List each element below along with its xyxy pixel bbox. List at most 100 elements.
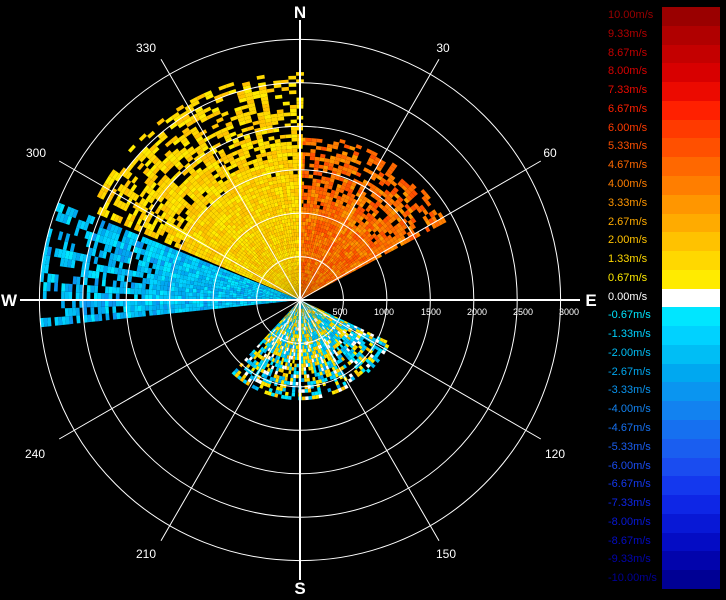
echo-cell-4736	[280, 379, 285, 385]
echo-cell-1035	[407, 213, 414, 220]
echo-cell-819	[332, 260, 337, 265]
echo-cell-831	[362, 228, 368, 234]
echo-cell-2084	[204, 160, 212, 168]
echo-cell-1019	[356, 254, 361, 259]
echo-cell-2748	[287, 222, 291, 227]
echo-cell-2716	[264, 118, 272, 123]
echo-cell-2367	[286, 267, 289, 272]
echo-cell-3987	[372, 355, 378, 361]
echo-cell-2918	[291, 130, 298, 135]
echo-cell-1637	[233, 243, 239, 249]
echo-cell-909	[372, 227, 378, 233]
echo-cell-4834	[264, 390, 269, 395]
echo-cell-3064	[221, 302, 226, 306]
echo-cell-3337	[72, 276, 77, 285]
echo-cell-4818	[290, 322, 293, 326]
echo-cell-4276	[316, 334, 319, 338]
echo-cell-2537	[270, 203, 275, 208]
echo-cell-4479	[315, 394, 320, 399]
echo-cell-2696	[280, 197, 285, 202]
echo-cell-1786	[278, 277, 282, 281]
echo-cell-3464	[276, 295, 281, 297]
echo-cell-2844	[294, 232, 297, 237]
echo-cell-466	[305, 285, 308, 289]
echo-cell-3928	[331, 320, 336, 324]
echo-cell-3423	[197, 282, 202, 286]
echo-cell-3799	[150, 240, 157, 247]
echo-cell-4772	[289, 329, 292, 334]
echo-cell-2271	[274, 248, 278, 253]
echo-cell-4368	[306, 322, 309, 327]
echo-cell-677	[349, 222, 355, 228]
echo-cell-1080	[313, 288, 317, 292]
echo-cell-3638	[277, 292, 281, 295]
echo-cell-419	[345, 171, 352, 177]
echo-cell-1964	[234, 217, 240, 223]
echo-cell-3076	[177, 304, 182, 309]
echo-cell-293	[323, 202, 328, 208]
echo-cell-765	[390, 180, 398, 187]
echo-cell-2301	[214, 129, 223, 136]
echo-cell-1843	[264, 260, 268, 264]
echo-cell-196	[304, 273, 306, 277]
echo-cell-4844	[285, 331, 288, 336]
echo-cell-2686	[287, 233, 290, 238]
echo-cell-3461	[287, 297, 292, 299]
echo-cell-3614	[160, 260, 165, 266]
echo-cell-4457	[300, 305, 302, 309]
echo-cell-1556	[149, 189, 156, 197]
echo-cell-3499	[147, 267, 152, 274]
echo-cell-3721	[201, 264, 206, 269]
echo-cell-756	[359, 221, 365, 226]
echo-cell-1918	[212, 196, 219, 203]
echo-cell-4887	[289, 317, 292, 322]
echo-cell-623	[314, 273, 318, 278]
echo-cell-3356	[243, 292, 248, 295]
echo-cell-508	[313, 268, 317, 273]
echo-cell-2506	[236, 113, 244, 119]
echo-cell-4191	[336, 355, 341, 360]
echo-cell-4888	[287, 321, 290, 325]
echo-cell-1164	[333, 279, 337, 283]
echo-cell-4881	[259, 384, 264, 389]
echo-cell-3529	[259, 289, 263, 293]
echo-cell-1244	[103, 209, 110, 219]
echo-cell-1888	[284, 281, 288, 285]
echo-cell-1489	[200, 232, 206, 238]
echo-cell-2663	[259, 122, 267, 128]
echo-cell-2273	[271, 242, 275, 247]
echo-cell-1242	[113, 214, 120, 223]
echo-cell-523	[337, 219, 342, 225]
echo-cell-4335	[326, 368, 331, 374]
echo-cell-4011	[370, 358, 376, 364]
echo-cell-4088	[310, 311, 314, 316]
echo-cell-3847	[314, 307, 318, 310]
echo-cell-4742	[296, 308, 298, 313]
echo-cell-3205	[145, 294, 149, 300]
echo-cell-2436	[265, 208, 270, 214]
echo-cell-89	[303, 240, 307, 244]
echo-cell-473	[315, 261, 319, 266]
echo-cell-298	[328, 181, 334, 187]
echo-cell-599	[341, 225, 346, 231]
echo-cell-2518	[291, 270, 293, 274]
echo-cell-1947	[273, 266, 277, 271]
echo-cell-4793	[292, 318, 295, 323]
echo-cell-4671	[297, 312, 299, 317]
echo-cell-4920	[270, 349, 275, 354]
echo-cell-722	[367, 204, 373, 210]
echo-cell-4084	[301, 301, 304, 305]
echo-cell-3628	[93, 241, 99, 250]
echo-cell-2856	[290, 189, 295, 193]
echo-cell-338	[334, 175, 340, 181]
echo-cell-4449	[313, 369, 317, 374]
echo-cell-3197	[174, 295, 178, 300]
echo-cell-4052	[337, 336, 342, 340]
echo-cell-2839	[295, 250, 298, 255]
echo-cell-1677	[279, 281, 283, 285]
echo-cell-2620	[298, 291, 299, 295]
echo-cell-1757	[208, 211, 214, 217]
echo-cell-4104	[349, 354, 354, 360]
echo-cell-189	[321, 146, 327, 151]
echo-cell-62	[302, 214, 306, 219]
